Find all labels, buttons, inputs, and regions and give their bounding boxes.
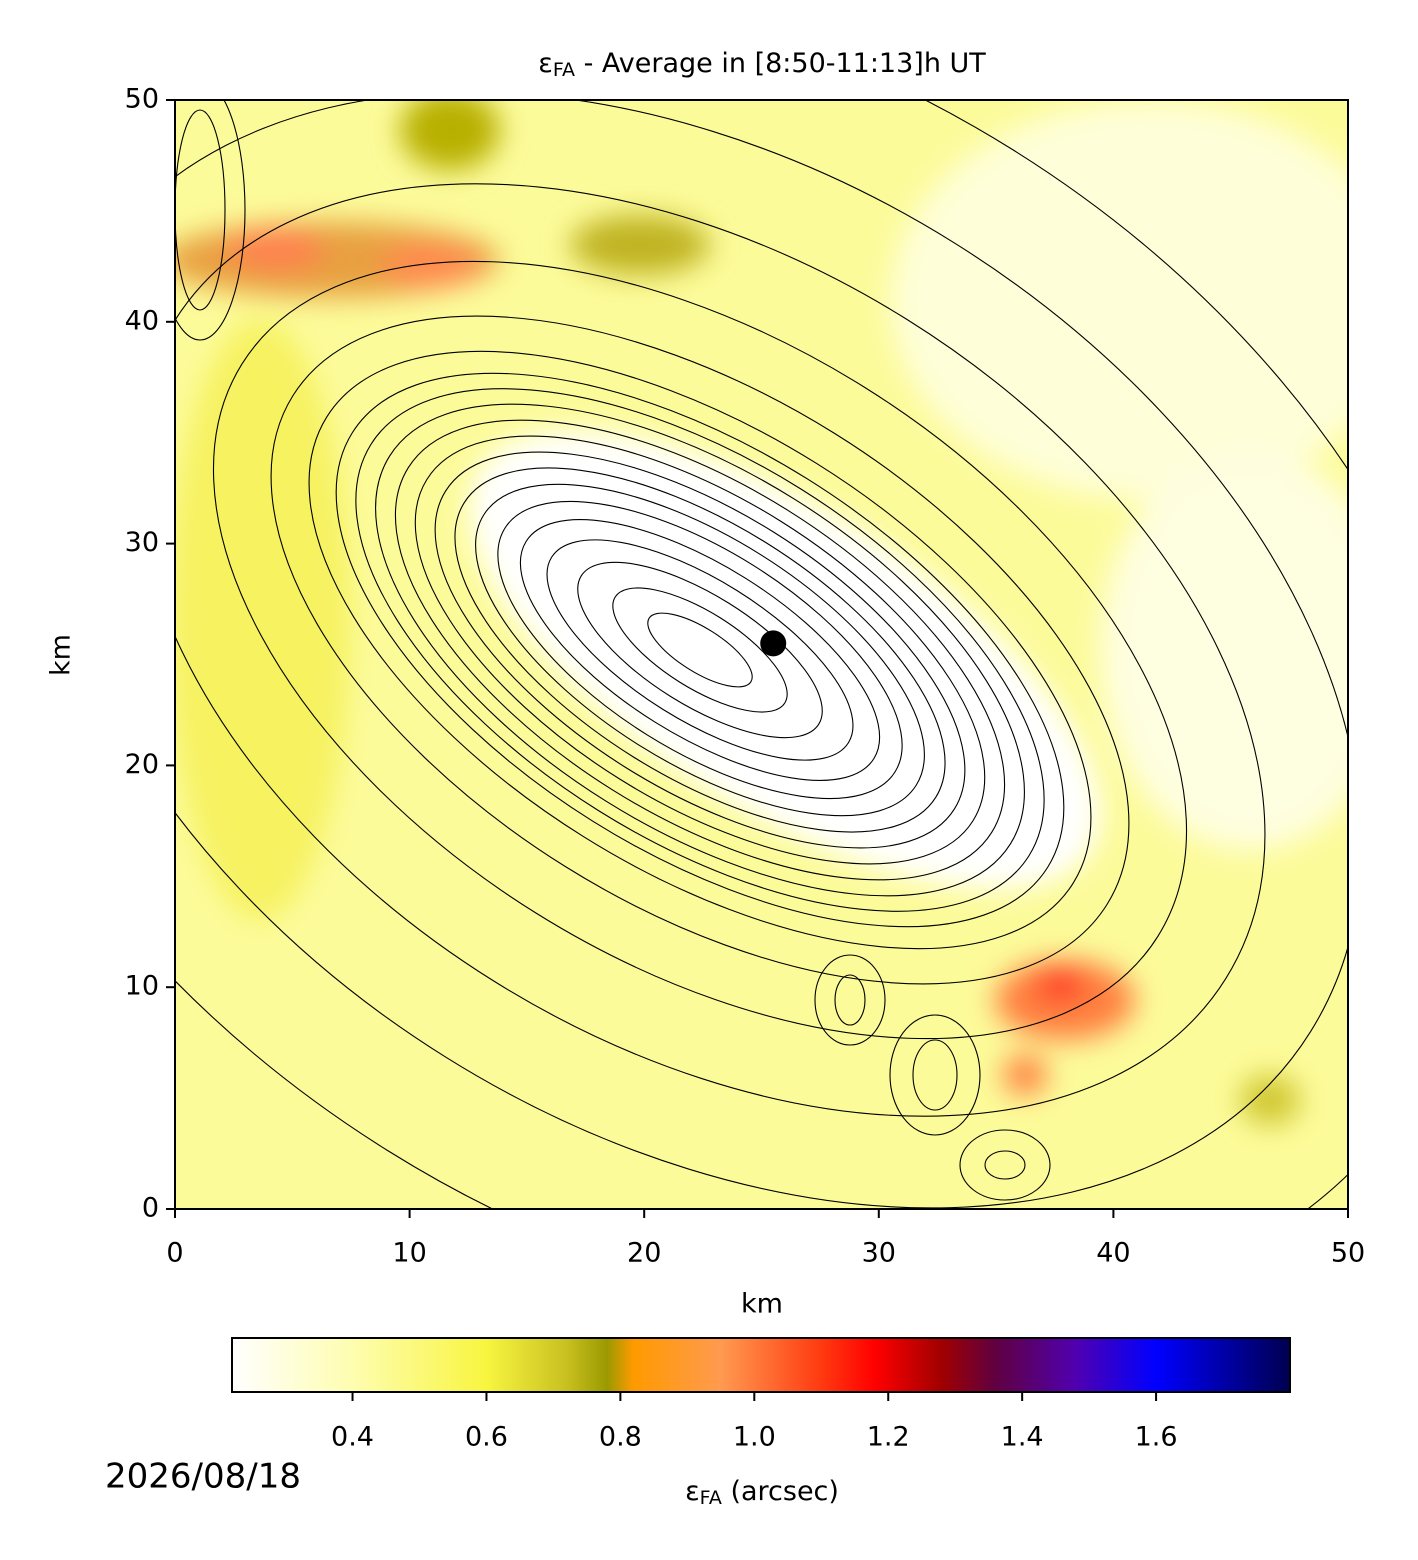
colorbar-tick-label: 0.6 [465, 1422, 508, 1453]
x-tick-label: 50 [1331, 1238, 1365, 1269]
colorbar-tick-label: 1.2 [867, 1422, 910, 1453]
title-text: - Average in [8:50-11:13]h UT [575, 48, 986, 79]
colorbar-text: (arcsec) [722, 1476, 839, 1507]
y-tick-label: 50 [125, 84, 159, 115]
date: 2026/08/18 [105, 1457, 301, 1497]
x-tick-label: 40 [1096, 1238, 1130, 1269]
y-tick-label: 40 [125, 305, 159, 336]
colorbar [231, 1337, 1291, 1393]
y-tick-label: 30 [125, 527, 159, 558]
colorbar-tick-label: 1.6 [1135, 1422, 1178, 1453]
y-tick-label: 20 [125, 749, 159, 780]
colorbar-tick-label: 0.8 [599, 1422, 642, 1453]
title-subscript: FA [553, 59, 575, 81]
axes: 0 10 20 30 40 50 0 10 20 30 40 50 [125, 84, 1366, 1269]
x-tick-label: 30 [862, 1238, 896, 1269]
plot-frame [174, 99, 1349, 1210]
colorbar-tick-label: 0.4 [331, 1422, 374, 1453]
chart-title: εFA - Average in [8:50-11:13]h UT [538, 48, 986, 81]
y-axis-label: km [46, 634, 77, 676]
colorbar-subscript: FA [700, 1487, 722, 1509]
marker-point [760, 630, 787, 657]
colorbar-tick-label: 1.4 [1001, 1422, 1044, 1453]
y-tick-label: 10 [125, 971, 159, 1002]
colorbar-symbol: ε [685, 1476, 700, 1507]
x-tick-label: 10 [392, 1238, 426, 1269]
title-symbol: ε [538, 48, 553, 79]
y-tick-label: 0 [142, 1193, 159, 1224]
colorbar-label: εFA (arcsec) [685, 1476, 839, 1509]
x-axis-label: km [741, 1289, 783, 1320]
x-tick-label: 0 [166, 1238, 183, 1269]
x-tick-label: 20 [627, 1238, 661, 1269]
colorbar-tick-label: 1.0 [733, 1422, 776, 1453]
